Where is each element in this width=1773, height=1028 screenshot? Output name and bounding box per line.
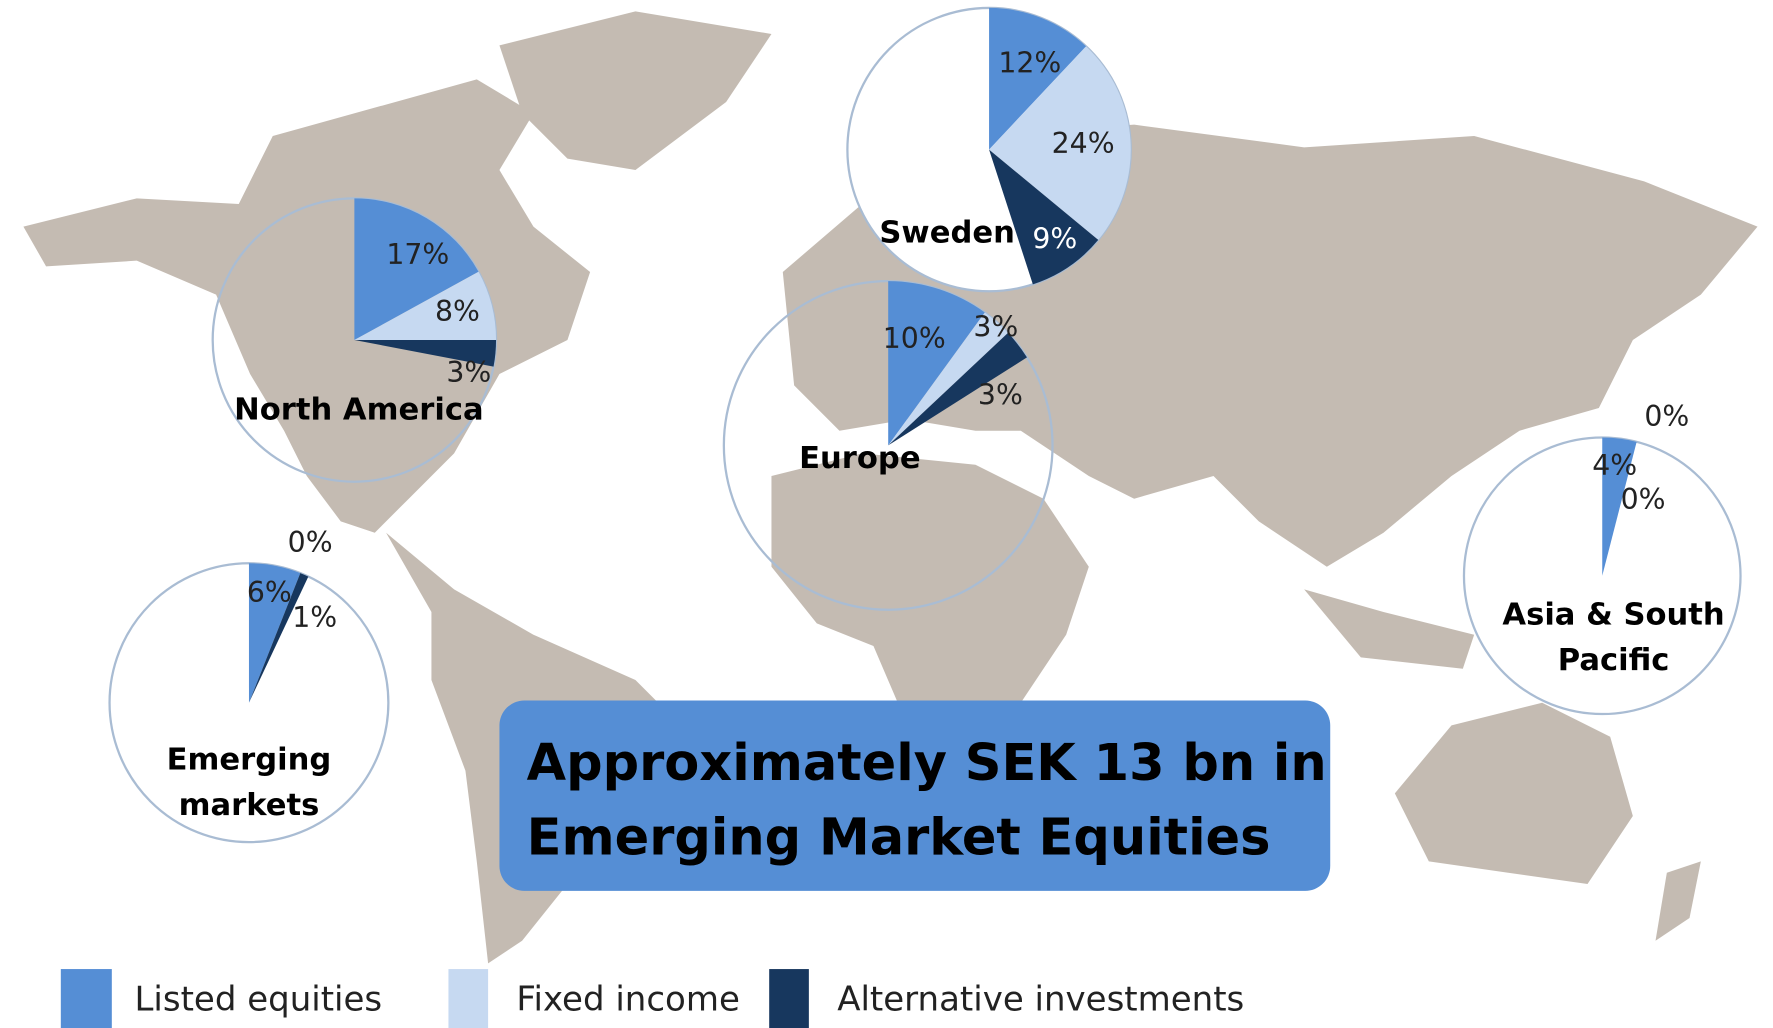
pie-slice <box>888 332 1027 446</box>
pie-slice <box>248 573 309 703</box>
value-label: 0% <box>288 526 333 559</box>
pie-chart: 10% 3% 3% Europe <box>722 279 1054 611</box>
pie-slice <box>888 281 985 446</box>
headline: Approximately SEK 13 bn in Emerging Mark… <box>526 732 1327 868</box>
pie-title: Asia & South Pacific <box>1502 597 1725 678</box>
value-label: 4% <box>1592 449 1637 482</box>
value-label: 9% <box>1032 222 1077 255</box>
legend-swatch <box>60 969 112 1028</box>
pie-slice <box>354 271 497 341</box>
pie-chart: 12% 24% 9% Sweden <box>846 6 1132 293</box>
value-label: 8% <box>435 295 480 328</box>
pie-chart: 17% 8% 3%North America <box>211 197 498 483</box>
value-label: 24% <box>1052 127 1115 160</box>
legend-label: Listed equities <box>134 979 382 1019</box>
pie-slice <box>989 7 1087 150</box>
pie-slice <box>888 312 1009 446</box>
pie-slice <box>989 149 1099 285</box>
value-label: 6% <box>247 576 292 609</box>
pie-title: North America <box>234 392 484 428</box>
headline-wrap: Approximately SEK 13 bn in Emerging Mark… <box>526 732 1327 868</box>
legend-label: Alternative investments <box>837 979 1244 1019</box>
value-label: 3% <box>978 379 1023 412</box>
pie-slice <box>354 198 479 341</box>
pie-slice <box>248 563 301 703</box>
pie-slice <box>354 340 497 367</box>
pie-title-wrap: North America <box>234 392 484 428</box>
pie-chart: 6% 0% 1% Emerging markets <box>108 526 390 844</box>
pie-title-wrap: Emerging markets <box>166 742 332 823</box>
value-label: 3% <box>973 311 1018 344</box>
value-label: 3% <box>446 356 491 389</box>
pie-slice <box>1602 437 1637 576</box>
pie-title: Sweden <box>879 215 1015 251</box>
value-label: 0% <box>1621 483 1666 516</box>
pie-title: Europe <box>799 440 921 477</box>
legend-label: Fixed income <box>516 979 739 1019</box>
value-label: 10% <box>883 322 946 355</box>
headline-box <box>499 700 1331 891</box>
value-label: 17% <box>386 238 449 271</box>
pie-title-wrap: Asia & South Pacific <box>1502 597 1725 678</box>
value-label: 12% <box>998 47 1061 80</box>
value-label: 0% <box>1644 400 1689 433</box>
pie-chart: 4%0% 0% Asia & South Pacific <box>1462 400 1742 716</box>
legend-swatch <box>448 969 489 1028</box>
pie-title: Emerging markets <box>166 742 332 823</box>
pie-slice <box>989 46 1131 240</box>
pie-title-wrap: Sweden <box>879 215 1015 251</box>
legend-swatch <box>769 969 809 1028</box>
value-label: 1% <box>292 601 337 634</box>
pie-title-wrap: Europe <box>799 440 921 477</box>
